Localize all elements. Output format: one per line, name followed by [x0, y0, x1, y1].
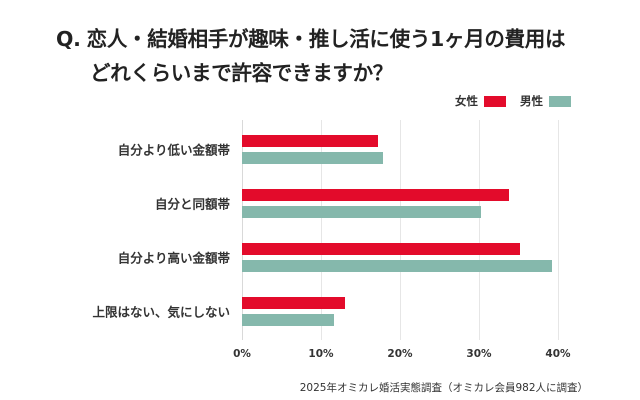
- category-label-same: 自分と同額帯: [154, 196, 230, 212]
- gridline-30: [479, 120, 480, 340]
- x-tick-label-20: 20%: [387, 348, 413, 360]
- legend-swatch-female: [484, 95, 506, 107]
- gridline-0: [242, 120, 243, 340]
- title-line-2: どれくらいまで許容できますか？: [90, 61, 393, 85]
- x-tick-label-40: 40%: [545, 348, 571, 360]
- x-tick-label-30: 30%: [466, 348, 492, 360]
- category-label-no-limit: 上限はない、気にしない: [92, 304, 230, 320]
- bar-no-limit-female: [242, 296, 345, 309]
- legend-item-female: 女性: [455, 93, 506, 109]
- source-note: 2025年オミカレ婚活実態調査（オミカレ会員982人に調査）: [299, 382, 588, 394]
- legend-item-male: 男性: [520, 93, 571, 109]
- bar-same-female: [242, 188, 510, 201]
- category-label-lower: 自分より低い金額帯: [117, 142, 230, 158]
- legend-label-male: 男性: [520, 94, 543, 108]
- legend: 女性 男性: [455, 93, 571, 109]
- x-tick-label-0: 0%: [233, 348, 251, 360]
- chart-title: Q. 恋人・結婚相手が趣味・推し活に使う1ヶ月の費用は どれくらいまで許容できます…: [56, 22, 616, 90]
- plot-area: [242, 120, 582, 340]
- bar-same-male: [242, 205, 482, 218]
- bar-higher-male: [242, 259, 552, 272]
- gridline-20: [400, 120, 401, 340]
- legend-label-female: 女性: [455, 94, 478, 108]
- category-label-higher: 自分より高い金額帯: [117, 250, 230, 266]
- x-tick-label-10: 10%: [308, 348, 334, 360]
- bar-higher-female: [242, 242, 521, 255]
- legend-swatch-male: [549, 95, 571, 107]
- bar-no-limit-male: [242, 313, 335, 326]
- question-prefix: Q.: [56, 27, 81, 51]
- bar-lower-male: [242, 151, 384, 164]
- title-line-1: 恋人・結婚相手が趣味・推し活に使う1ヶ月の費用は: [86, 27, 566, 51]
- bar-lower-female: [242, 134, 378, 147]
- gridline-40: [558, 120, 559, 340]
- gridline-10: [321, 120, 322, 340]
